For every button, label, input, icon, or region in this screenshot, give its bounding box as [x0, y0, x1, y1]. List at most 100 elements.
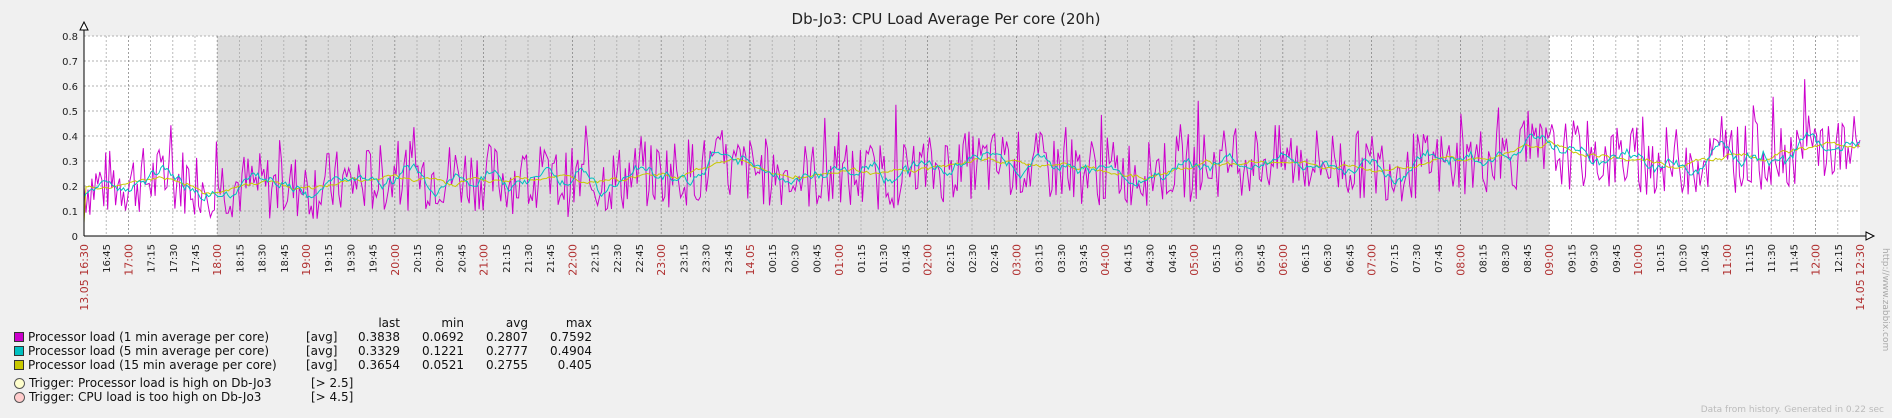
x-tick-label: 07:45 [1434, 244, 1445, 273]
x-tick-label: 09:15 [1567, 244, 1578, 273]
x-tick-label: 05:30 [1234, 244, 1245, 273]
x-tick-label: 16:45 [102, 244, 113, 273]
x-tick-label: 00:45 [813, 244, 824, 273]
x-tick-label: 09:30 [1590, 244, 1601, 273]
x-tick-label: 17:00 [122, 244, 135, 276]
x-tick-label: 20:30 [435, 244, 446, 273]
x-tick-label: 08:45 [1523, 244, 1534, 273]
x-tick-label: 06:45 [1345, 244, 1356, 273]
x-tick-label: 02:00 [922, 244, 935, 276]
x-tick-label: 08:15 [1479, 244, 1490, 273]
x-tick-label: 07:15 [1390, 244, 1401, 273]
x-tick-label: 14.05 [744, 244, 757, 276]
x-tick-label: 22:00 [566, 244, 579, 276]
legend-header-avg: avg [505, 316, 528, 330]
x-tick-label: 06:15 [1301, 244, 1312, 273]
x-tick-label: 12:00 [1810, 244, 1823, 276]
legend-last: 0.3654 [358, 358, 400, 372]
x-tick-label: 21:45 [546, 244, 557, 273]
x-tick-label: 02:15 [946, 244, 957, 273]
y-tick-label: 0.4 [62, 132, 78, 143]
legend-agg: [avg] [306, 344, 338, 358]
x-tick-label: 03:30 [1057, 244, 1068, 273]
x-tick-label: 18:15 [235, 244, 246, 273]
x-tick-label: 05:00 [1188, 244, 1201, 276]
legend-swatch [14, 332, 24, 342]
x-tick-label: 09:00 [1543, 244, 1556, 276]
x-tick-label: 00:15 [768, 244, 779, 273]
x-tick-label: 04:15 [1123, 244, 1134, 273]
chart-title: Db-Jo3: CPU Load Average Per core (20h) [792, 10, 1101, 28]
x-tick-label: 23:00 [655, 244, 668, 276]
x-tick-label: 01:45 [901, 244, 912, 273]
x-tick-label: 10:30 [1678, 244, 1689, 273]
watermark-url: http://www.zabbix.com [1880, 248, 1890, 352]
x-tick-label: 17:15 [147, 244, 158, 273]
y-tick-label: 0.2 [62, 182, 78, 193]
x-tick-label: 06:00 [1277, 244, 1290, 276]
x-tick-label: 10:45 [1701, 244, 1712, 273]
x-tick-label: 06:30 [1323, 244, 1334, 273]
x-axis-ticks: 13.05 16:30 16:45 17:00 17:15 17:30 17:45 18:0… [78, 244, 1867, 311]
trigger-circle-icon [14, 377, 25, 389]
legend-header: last min avg max [14, 316, 592, 330]
x-tick-label: 20:45 [457, 244, 468, 273]
y-tick-label: 0 [72, 232, 78, 243]
legend-row: Processor load (15 min average per core)… [14, 358, 592, 372]
trigger-name: Trigger: CPU load is too high on Db-Jo3 [29, 390, 262, 404]
x-tick-label: 11:00 [1721, 244, 1734, 276]
x-tick-label: 17:45 [191, 244, 202, 273]
x-tick-label: 05:15 [1212, 244, 1223, 273]
x-tick-label: 20:15 [413, 244, 424, 273]
legend-avg: 0.2807 [486, 330, 528, 344]
x-tick-label: 03:45 [1079, 244, 1090, 273]
series-lines [83, 79, 1861, 224]
legend: last min avg max Processor load (1 min a… [14, 316, 592, 404]
x-tick-label: 12:15 [1834, 244, 1845, 273]
legend-last: 0.3838 [358, 330, 400, 344]
x-tick-label: 10:00 [1632, 244, 1645, 276]
y-axis-arrow-icon [79, 20, 89, 31]
x-tick-label: 01:15 [857, 244, 868, 273]
legend-header-max: max [565, 316, 592, 330]
x-end-label: 14.05 12:30 [1854, 244, 1867, 311]
x-tick-label: 00:30 [790, 244, 801, 273]
x-tick-label: 21:00 [478, 244, 491, 276]
legend-series-name: Processor load (1 min average per core) [28, 330, 270, 344]
legend-min: 0.0521 [422, 358, 464, 372]
x-tick-label: 23:15 [679, 244, 690, 273]
x-tick-label: 07:30 [1412, 244, 1423, 273]
legend-trigger: Trigger: CPU load is too high on Db-Jo3 … [14, 390, 592, 404]
x-tick-label: 01:30 [879, 244, 890, 273]
y-tick-label: 0.3 [62, 157, 78, 168]
trigger-threshold: [> 2.5] [311, 376, 354, 390]
x-tick-label: 22:30 [613, 244, 624, 273]
x-tick-label: 11:45 [1789, 244, 1800, 273]
legend-max: 0.7592 [550, 330, 592, 344]
y-tick-label: 0.1 [62, 207, 78, 218]
x-tick-label: 01:00 [833, 244, 846, 276]
x-tick-label: 08:00 [1454, 244, 1467, 276]
x-tick-label: 19:45 [369, 244, 380, 273]
x-tick-label: 20:00 [389, 244, 402, 276]
y-tick-label: 0.5 [62, 107, 78, 118]
legend-avg: 0.2755 [486, 358, 528, 372]
x-tick-label: 22:45 [635, 244, 646, 273]
x-tick-label: 05:45 [1257, 244, 1268, 273]
x-tick-label: 02:45 [990, 244, 1001, 273]
legend-row: Processor load (5 min average per core) … [14, 344, 592, 358]
x-tick-label: 07:00 [1366, 244, 1379, 276]
legend-header-last: last [378, 316, 400, 330]
x-tick-label: 23:45 [724, 244, 735, 273]
y-tick-label: 0.7 [62, 57, 78, 68]
x-tick-label: 19:30 [346, 244, 357, 273]
legend-last: 0.3329 [358, 344, 400, 358]
x-tick-label: 21:15 [502, 244, 513, 273]
x-tick-label: 21:30 [524, 244, 535, 273]
x-tick-label: 18:00 [211, 244, 224, 276]
legend-swatch [14, 360, 24, 370]
x-tick-label: 04:45 [1168, 244, 1179, 273]
x-tick-label: 03:00 [1010, 244, 1023, 276]
x-tick-label: 18:45 [280, 244, 291, 273]
